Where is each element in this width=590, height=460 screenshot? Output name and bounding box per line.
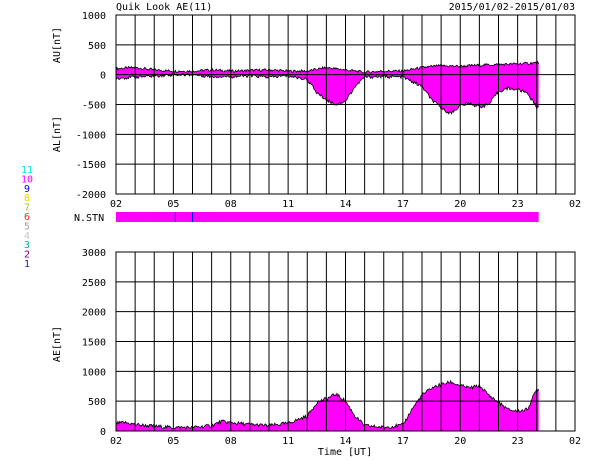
station-legend-item: 3	[24, 240, 30, 251]
station-legend-item: 11	[21, 165, 33, 176]
date-range: 2015/01/02-2015/01/03	[449, 2, 575, 13]
station-legend-item: 4	[24, 231, 30, 242]
au-al-y-tick-label: -1000	[76, 130, 106, 141]
au-al-x-tick-label: 20	[454, 199, 466, 210]
station-legend-item: 5	[24, 221, 30, 232]
au-al-x-tick-label: 05	[167, 199, 179, 210]
au-axis-label: AU[nT]	[52, 27, 63, 63]
au-al-x-tick-label: 11	[282, 199, 294, 210]
au-al-y-tick-label: 1000	[82, 11, 106, 22]
ae-fill-area	[115, 379, 540, 431]
chart-title: Quik Look AE(11)	[116, 2, 212, 13]
station-legend-item: 7	[24, 203, 30, 214]
au-series-line	[115, 60, 540, 75]
station-legend-item: 2	[24, 250, 30, 261]
au-al-x-tick-label: 23	[512, 199, 524, 210]
ae-y-tick-label: 1000	[82, 367, 106, 378]
ae-x-tick-label: 11	[282, 436, 294, 447]
ae-axis-label: AE[nT]	[52, 326, 63, 362]
ae-x-tick-label: 20	[454, 436, 466, 447]
ae-x-tick-label: 17	[397, 436, 409, 447]
ae-x-tick-label: 23	[512, 436, 524, 447]
ae-y-tick-label: 3000	[82, 248, 106, 259]
au-al-grid	[115, 14, 576, 195]
ae-y-tick-labels: 3000 2500 2000 1500 1000 500 0	[82, 248, 106, 438]
au-al-y-tick-labels: 1000 500 0 -500 -1000 -1500 -2000	[76, 11, 106, 201]
ae-y-tick-label: 1500	[82, 338, 106, 349]
au-al-y-tick-label: 500	[88, 41, 106, 52]
ae-x-tick-label: 02	[569, 436, 581, 447]
au-al-y-tick-label: 0	[100, 71, 106, 82]
ae-y-tick-label: 2000	[82, 308, 106, 319]
station-legend-item: 6	[24, 212, 30, 223]
al-axis-label: AL[nT]	[52, 116, 63, 152]
station-legend-item: 1	[24, 259, 30, 270]
ae-y-tick-label: 0	[100, 427, 106, 438]
ae-fill	[116, 380, 539, 431]
au-al-x-tick-label: 08	[225, 199, 237, 210]
au-al-fill-area	[115, 60, 540, 115]
ae-x-tick-label: 02	[110, 436, 122, 447]
ae-grid	[115, 251, 576, 432]
au-al-x-tick-label: 17	[397, 199, 409, 210]
au-al-y-tick-label: -1500	[76, 160, 106, 171]
ae-x-tick-label: 14	[339, 436, 351, 447]
ae-series-line	[115, 379, 540, 431]
au-al-y-tick-label: -2000	[76, 190, 106, 201]
station-legend-item: 8	[24, 193, 30, 204]
au-al-x-tick-label: 14	[339, 199, 351, 210]
ae-panel: 3000 2500 2000 1500 1000 500 0 02 05 08 11 14 17 20 2…	[52, 248, 581, 458]
station-count-bar	[116, 212, 539, 222]
au-al-frame	[115, 14, 576, 195]
ae-y-tick-label: 2500	[82, 278, 106, 289]
time-axis-label: Time [UT]	[318, 447, 372, 458]
station-bar: N.STN	[74, 212, 539, 224]
au-al-panel: 1000 500 0 -500 -1000 -1500 -2000 02 05 08 11 14 17…	[52, 11, 581, 210]
au-al-x-tick-label: 02	[110, 199, 122, 210]
au-al-x-tick-label: 02	[569, 199, 581, 210]
station-legend-item: 10	[21, 174, 33, 185]
station-bar-label: N.STN	[74, 213, 104, 224]
station-legend-item: 9	[24, 184, 30, 195]
ae-x-tick-label: 08	[225, 436, 237, 447]
au-al-y-tick-label: -500	[82, 101, 106, 112]
ae-y-tick-label: 500	[88, 397, 106, 408]
ae-x-tick-labels: 02 05 08 11 14 17 20 23 02	[110, 436, 581, 447]
ae-x-tick-label: 05	[167, 436, 179, 447]
ae-frame	[115, 251, 576, 432]
au-al-x-tick-labels: 02 05 08 11 14 17 20 23 02	[110, 199, 581, 210]
